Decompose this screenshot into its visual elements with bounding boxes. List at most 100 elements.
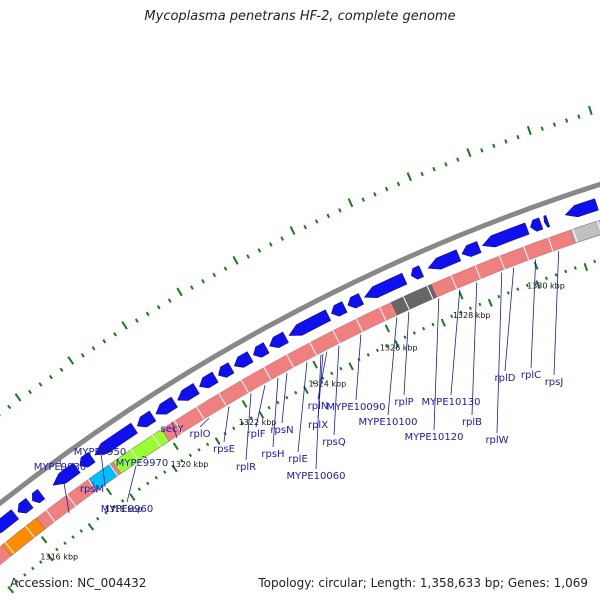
- label-leader-line: [504, 267, 515, 372]
- label-leader-line: [141, 455, 148, 459]
- outer-tick: [420, 171, 424, 177]
- gene-arrow: [288, 309, 332, 336]
- outer-tick: [577, 114, 581, 119]
- inner-tick: [339, 366, 343, 371]
- inner-tick: [312, 381, 316, 385]
- feature-segment: [1, 517, 46, 557]
- inner-tick: [206, 442, 210, 447]
- inner-tick: [583, 262, 589, 272]
- gene-label: rplB: [462, 417, 482, 428]
- backbone-outer-line: [0, 181, 600, 507]
- inner-tick: [71, 535, 75, 539]
- gene-arrow: [155, 396, 178, 415]
- inner-tick: [285, 395, 289, 400]
- outer-tick: [176, 287, 183, 297]
- outer-tick: [167, 298, 172, 303]
- outer-tick: [49, 374, 53, 380]
- feature-divider: [25, 525, 35, 538]
- outer-tick: [396, 181, 401, 187]
- gene-arrow: [481, 222, 530, 248]
- gene-arrow: [177, 383, 200, 401]
- feature-divider: [355, 318, 363, 332]
- outer-tick: [540, 126, 544, 131]
- gene-label: rplD: [495, 373, 516, 384]
- outer-tick: [384, 186, 389, 192]
- outer-tick: [516, 134, 520, 140]
- kbp-label: 1326 kbp: [380, 343, 418, 352]
- gene-arrow: [32, 488, 46, 504]
- outer-tick: [14, 393, 22, 402]
- gene-label: MYPE10130: [422, 397, 481, 408]
- inner-tick: [129, 493, 136, 501]
- label-leader-line: [126, 465, 137, 503]
- label-leader-line: [255, 385, 266, 428]
- feature-divider: [218, 393, 227, 406]
- inner-tick: [375, 348, 379, 353]
- gene-arrow: [269, 331, 289, 349]
- label-leader-line: [171, 421, 178, 439]
- gene-label: rpsM: [80, 484, 104, 495]
- inner-tick: [394, 339, 400, 348]
- inner-tick: [412, 331, 416, 335]
- inner-tick: [188, 453, 193, 458]
- inner-tick: [47, 553, 54, 562]
- kbp-label: 1322 kbp: [239, 418, 277, 427]
- feature-divider: [4, 542, 15, 554]
- feature-divider: [196, 406, 205, 420]
- inner-tick: [348, 362, 354, 371]
- label-leader-line: [333, 345, 340, 436]
- inner-tick: [564, 269, 568, 274]
- inner-tick: [79, 529, 83, 533]
- feature-divider: [498, 255, 505, 270]
- inner-tick: [232, 426, 236, 431]
- feature-divider: [379, 307, 387, 321]
- inner-tick: [593, 259, 597, 264]
- gene-label: rplN: [308, 401, 329, 412]
- inner-tick: [497, 294, 501, 299]
- inner-tick: [516, 287, 520, 291]
- inner-tick: [120, 499, 125, 503]
- outer-tick: [289, 226, 296, 236]
- outer-tick: [246, 254, 250, 259]
- gene-label: MYPE10060: [287, 471, 346, 482]
- feature-divider: [572, 229, 578, 243]
- label-leader-line: [433, 298, 440, 431]
- outer-tick: [504, 139, 508, 144]
- kbp-label: 1316 kbp: [40, 553, 78, 562]
- label-leader-line: [553, 251, 560, 376]
- inner-tick: [506, 291, 510, 295]
- gene-label: rplO: [189, 429, 210, 440]
- inner-tick: [554, 273, 558, 277]
- label-leader-line: [223, 406, 230, 443]
- label-leader-line: [315, 354, 322, 470]
- inner-tick: [154, 475, 158, 480]
- label-leader-line: [199, 417, 210, 428]
- outer-tick: [190, 285, 194, 290]
- feature-segment: [88, 463, 119, 491]
- inner-tick: [163, 470, 167, 474]
- gene-label: MYPE10090: [327, 402, 386, 413]
- label-leader-line: [530, 259, 537, 369]
- feature-divider: [309, 342, 317, 356]
- gene-label: MYPE9950: [74, 447, 127, 458]
- gene-label: rplF: [247, 429, 266, 440]
- label-leader-line: [355, 334, 362, 401]
- inner-tick: [403, 335, 407, 339]
- gene-label: rpsJ: [545, 377, 564, 388]
- gene-label: secY: [161, 424, 185, 435]
- gene-arrow: [410, 265, 425, 280]
- outer-tick: [280, 236, 285, 241]
- gene-arrow: [79, 451, 96, 468]
- inner-tick: [63, 541, 67, 546]
- feature-divider: [66, 494, 76, 507]
- kbp-label: 1320 kbp: [171, 460, 209, 469]
- outer-tick: [232, 255, 239, 265]
- gene-arrow: [331, 301, 348, 317]
- outer-tick: [121, 320, 128, 330]
- feature-divider: [174, 420, 183, 434]
- kbp-tick: [105, 487, 113, 496]
- outer-tick: [102, 339, 107, 344]
- inner-tick: [478, 302, 482, 307]
- inner-tick: [240, 421, 245, 425]
- kbp-tick: [40, 535, 48, 544]
